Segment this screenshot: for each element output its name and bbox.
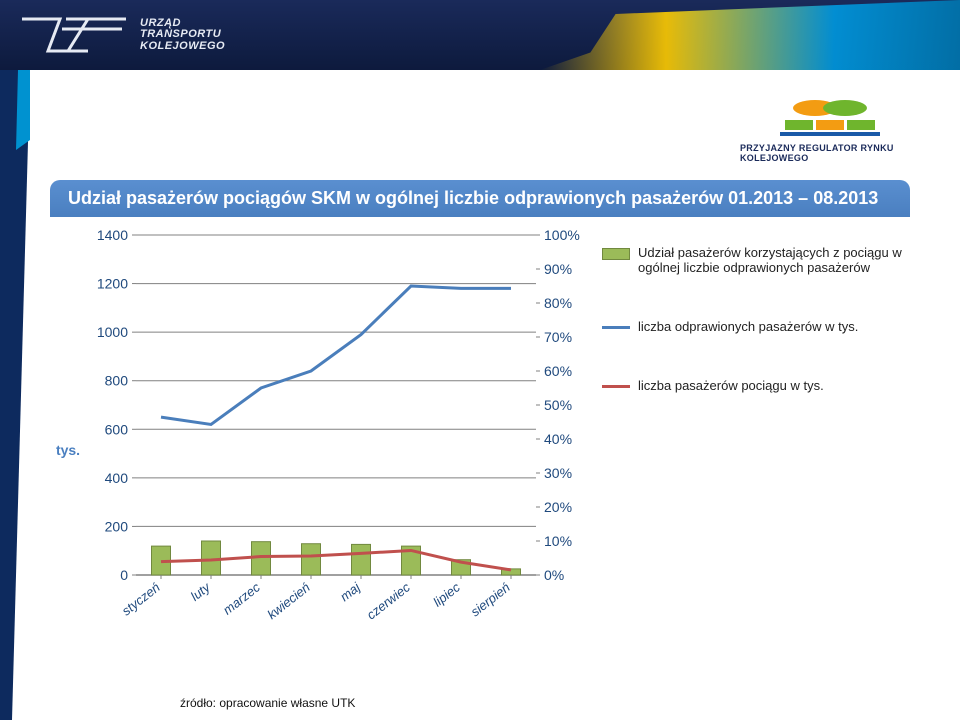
header-bar: URZĄD TRANSPORTU KOLEJOWEGO (0, 0, 960, 70)
svg-text:0: 0 (120, 567, 128, 583)
chart-container: tys. 0 200 400 600 800 1000 1200 1400 0% 10% 20% 30… (50, 225, 910, 675)
legend-label-bar: Udział pasażerów korzystających z pociąg… (638, 245, 902, 275)
badge-label: PRZYJAZNY REGULATOR RYNKU KOLEJOWEGO (740, 143, 920, 163)
chart-legend: Udział pasażerów korzystających z pociąg… (586, 225, 910, 675)
header-train-graphic (540, 0, 960, 70)
regulator-badge: PRZYJAZNY REGULATOR RYNKU KOLEJOWEGO (740, 90, 920, 163)
svg-text:90%: 90% (544, 261, 572, 277)
logo-text: URZĄD TRANSPORTU KOLEJOWEGO (140, 18, 225, 53)
svg-text:marzec: marzec (220, 579, 263, 617)
source-note: źródło: opracowanie własne UTK (180, 696, 355, 710)
chart-svg: 0 200 400 600 800 1000 1200 1400 0% 10% 20% 30% 40% 5… (86, 225, 586, 655)
svg-text:100%: 100% (544, 227, 580, 243)
svg-text:70%: 70% (544, 329, 572, 345)
logo: URZĄD TRANSPORTU KOLEJOWEGO (18, 13, 225, 57)
svg-text:800: 800 (105, 373, 129, 389)
svg-text:lipiec: lipiec (430, 579, 463, 609)
svg-text:40%: 40% (544, 431, 572, 447)
svg-text:50%: 50% (544, 397, 572, 413)
svg-text:600: 600 (105, 421, 129, 437)
legend-swatch-red-line (602, 385, 630, 388)
legend-swatch-bar (602, 248, 630, 260)
svg-text:maj: maj (337, 579, 364, 604)
legend-item-blue: liczba odprawionych pasażerów w tys. (602, 319, 902, 334)
svg-text:sierpień: sierpień (468, 580, 513, 620)
svg-text:1200: 1200 (97, 276, 128, 292)
svg-text:400: 400 (105, 470, 129, 486)
svg-text:1400: 1400 (97, 227, 128, 243)
svg-text:kwiecień: kwiecień (264, 580, 313, 623)
chart-title: Udział pasażerów pociągów SKM w ogólnej … (68, 188, 892, 209)
legend-item-bar: Udział pasażerów korzystających z pociąg… (602, 245, 902, 275)
svg-text:0%: 0% (544, 567, 564, 583)
utk-logo-icon (18, 13, 128, 57)
legend-swatch-blue-line (602, 326, 630, 329)
svg-text:1000: 1000 (97, 324, 128, 340)
chart-title-bar: Udział pasażerów pociągów SKM w ogólnej … (50, 180, 910, 217)
chart-plot: 0 200 400 600 800 1000 1200 1400 0% 10% 20% 30% 40% 5… (86, 225, 586, 675)
svg-text:200: 200 (105, 518, 129, 534)
svg-text:80%: 80% (544, 295, 572, 311)
svg-text:20%: 20% (544, 499, 572, 515)
svg-text:luty: luty (188, 579, 214, 604)
badge-icon (770, 90, 890, 140)
svg-text:10%: 10% (544, 533, 572, 549)
legend-label-red: liczba pasażerów pociągu w tys. (638, 378, 824, 393)
svg-text:60%: 60% (544, 363, 572, 379)
svg-text:styczeń: styczeń (119, 580, 163, 619)
svg-text:30%: 30% (544, 465, 572, 481)
side-stripe-graphic (0, 70, 30, 720)
svg-text:czerwiec: czerwiec (364, 579, 413, 622)
legend-item-red: liczba pasażerów pociągu w tys. (602, 378, 902, 393)
org-line3: KOLEJOWEGO (140, 41, 225, 53)
left-axis-label: tys. (50, 225, 86, 675)
legend-label-blue: liczba odprawionych pasażerów w tys. (638, 319, 858, 334)
